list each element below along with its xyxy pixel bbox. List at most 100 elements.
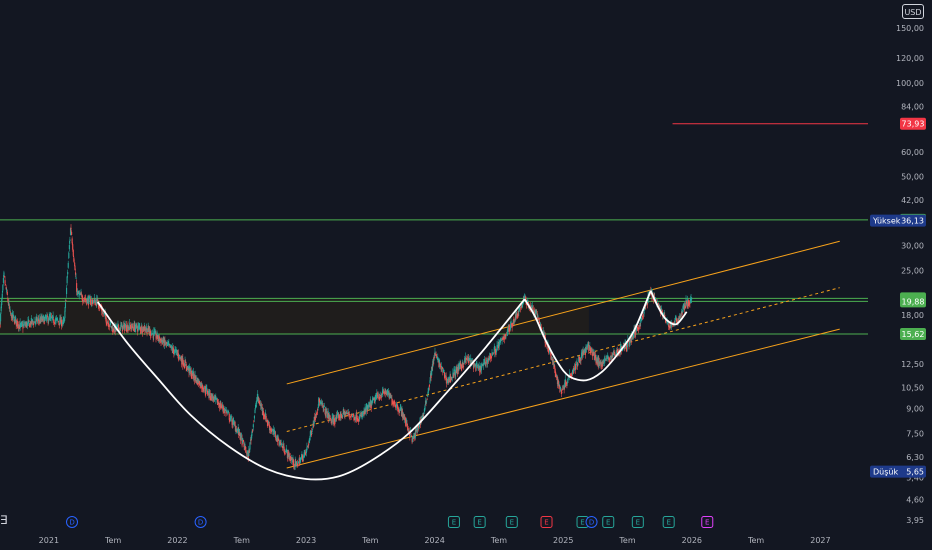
candle-body: [151, 333, 153, 335]
candle-body: [132, 326, 134, 327]
event-marker-label: E: [636, 519, 640, 527]
candle-body: [28, 320, 30, 322]
candle-body: [520, 306, 522, 309]
candle-body: [540, 325, 542, 327]
candle-body: [603, 362, 605, 363]
candle-body: [102, 312, 105, 314]
candle-body: [378, 397, 380, 400]
candle-body: [248, 449, 250, 453]
candle-body: [402, 411, 404, 418]
candle-body: [483, 362, 485, 366]
x-axis[interactable]: 2021 Tem 2022 Tem 2023 Tem 2024 Tem 2025 Tem 2026 T…: [39, 536, 831, 545]
candle-body: [136, 325, 138, 329]
candle-body: [519, 307, 521, 309]
candle-body: [635, 329, 637, 335]
candle-body: [607, 354, 609, 359]
y-tick-label: 4,60: [906, 495, 924, 504]
candle-body: [682, 310, 684, 312]
candle-body: [536, 313, 538, 319]
candle-body: [397, 407, 399, 412]
pattern-cup-curve: [96, 298, 526, 481]
candle-body: [537, 315, 539, 319]
candle-body: [222, 404, 224, 409]
candle-body: [447, 379, 449, 383]
price-tag-bg: [900, 295, 926, 308]
price-tag: 15,62: [902, 330, 925, 339]
candle-body: [317, 408, 319, 411]
candle-body: [133, 323, 135, 329]
y-tick-label: 42,00: [901, 196, 924, 205]
candle-body: [388, 393, 390, 399]
candle-body: [449, 379, 451, 382]
candle-body: [611, 356, 613, 359]
candle-body: [326, 409, 328, 411]
candle-body: [442, 369, 444, 372]
candle-body: [31, 319, 34, 322]
candle-body: [357, 418, 359, 422]
candle-body: [303, 452, 305, 456]
candle-body: [371, 399, 373, 403]
candle-body: [487, 360, 489, 364]
candle-body: [361, 414, 363, 417]
candle-body: [216, 397, 218, 401]
y-axis[interactable]: 150,00 120,00 100,00 84,00 60,00 50,00 42,00 30…: [896, 24, 924, 525]
candle-body: [86, 298, 88, 304]
candle-body: [124, 325, 126, 331]
candle-body: [457, 365, 459, 373]
x-tick-label: Tem: [104, 536, 121, 545]
candle-body: [256, 397, 258, 400]
candle-body: [416, 429, 418, 432]
candle-body: [579, 357, 581, 362]
candle-body: [448, 376, 450, 381]
candle-body: [138, 325, 140, 328]
candle-body: [643, 312, 645, 314]
candle-body: [119, 327, 121, 331]
candle-body: [293, 459, 295, 466]
currency-button[interactable]: USD: [902, 4, 924, 19]
candle-body: [57, 321, 59, 322]
candle-body: [535, 312, 537, 314]
candle-body: [176, 352, 178, 354]
candle-body: [428, 384, 430, 387]
candle-body: [562, 388, 564, 390]
candle-body: [72, 244, 74, 250]
candle-body: [592, 349, 594, 354]
candle-body: [196, 378, 198, 382]
candle-body: [412, 437, 414, 439]
candle-body: [597, 359, 599, 367]
candle-body: [631, 335, 633, 337]
candle-body: [250, 438, 252, 441]
candle-body: [355, 418, 357, 420]
x-tick-label: 2026: [682, 536, 702, 545]
candle-body: [37, 318, 39, 320]
candle-body: [234, 424, 236, 425]
candle-body: [228, 413, 230, 420]
candle-body: [437, 358, 439, 361]
candle-body: [112, 327, 114, 331]
candle-body: [214, 396, 216, 399]
candle-body: [353, 415, 355, 421]
candle-body: [520, 306, 522, 308]
candle-body: [110, 325, 112, 328]
candle-body: [381, 395, 383, 397]
candle-body: [445, 375, 447, 378]
x-tick-label: 2022: [167, 536, 187, 545]
candle-body: [253, 421, 255, 422]
candle-body: [541, 330, 543, 332]
candle-body: [576, 361, 578, 364]
candle-body: [53, 321, 55, 324]
candle-body: [235, 429, 238, 433]
candle-body: [104, 312, 106, 317]
candle-body: [612, 352, 614, 355]
candle-body: [441, 365, 443, 370]
candle-body: [506, 333, 508, 335]
candle-body: [27, 320, 29, 323]
candle-body: [70, 227, 72, 230]
x-tick-label: Tem: [490, 536, 507, 545]
candle-body: [17, 325, 19, 326]
candle-body: [9, 306, 11, 309]
candle-body: [251, 434, 253, 439]
candle-body: [239, 436, 242, 440]
